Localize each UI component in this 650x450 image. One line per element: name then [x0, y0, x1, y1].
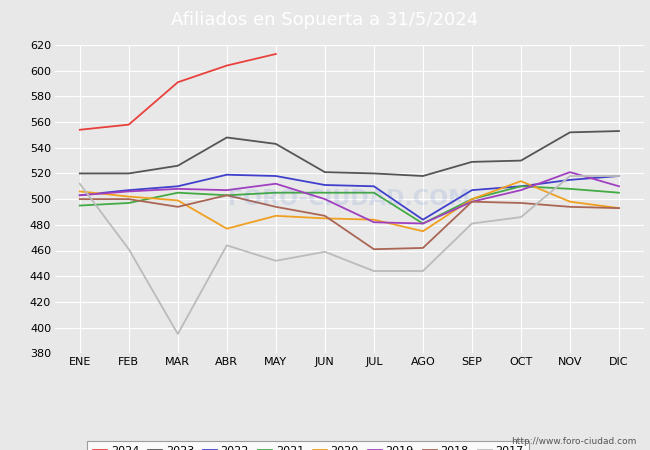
Text: Afiliados en Sopuerta a 31/5/2024: Afiliados en Sopuerta a 31/5/2024 — [172, 11, 478, 29]
Text: FORO-CIUDAD.COM: FORO-CIUDAD.COM — [228, 189, 471, 209]
Text: http://www.foro-ciudad.com: http://www.foro-ciudad.com — [512, 436, 637, 446]
Legend: 2024, 2023, 2022, 2021, 2020, 2019, 2018, 2017: 2024, 2023, 2022, 2021, 2020, 2019, 2018… — [87, 441, 529, 450]
